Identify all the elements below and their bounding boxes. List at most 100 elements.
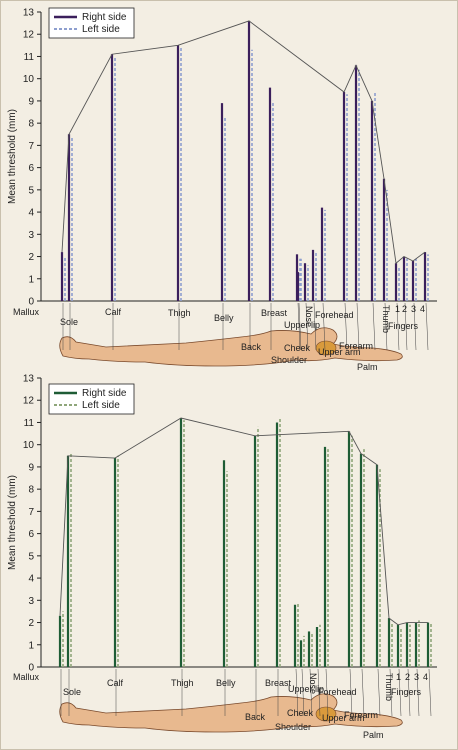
label-thigh: Thigh xyxy=(168,308,191,318)
label-breast: Breast xyxy=(261,308,288,318)
label-mallux: Mallux xyxy=(13,307,40,317)
leader-line xyxy=(344,302,348,351)
leader-line xyxy=(407,668,411,717)
label-cheek: Cheek xyxy=(284,343,311,353)
label-fingers: Fingers xyxy=(388,321,419,331)
leader-line xyxy=(301,668,305,717)
y-tick-label: 0 xyxy=(28,297,34,308)
label-cheek: Cheek xyxy=(287,708,314,718)
envelope-line xyxy=(59,417,428,626)
label-f4: 4 xyxy=(423,672,428,682)
y-tick-label: 3 xyxy=(28,230,34,241)
leader-line xyxy=(305,302,309,351)
label-forearm: Forearm xyxy=(344,710,378,720)
y-tick-label: 11 xyxy=(24,418,35,429)
leader-line xyxy=(425,302,429,351)
reclining-body-illustration xyxy=(59,693,403,733)
leader-line xyxy=(428,668,432,717)
leader-line xyxy=(372,302,376,351)
label-f3: 3 xyxy=(411,304,416,314)
leader-line xyxy=(384,302,388,351)
label-f1: 1 xyxy=(396,672,401,682)
label-sole: Sole xyxy=(63,687,81,697)
leader-line xyxy=(377,668,381,717)
label-belly: Belly xyxy=(214,313,234,323)
y-tick-label: 5 xyxy=(28,185,34,196)
y-tick-label: 3 xyxy=(28,596,34,607)
label-calf: Calf xyxy=(105,307,122,317)
leader-line xyxy=(317,668,321,717)
y-tick-label: 4 xyxy=(28,574,34,585)
label-upper_lip: Upper lip xyxy=(284,320,320,330)
leader-line xyxy=(313,302,317,351)
y-tick-label: 10 xyxy=(23,440,35,451)
y-axis-label: Mean threshold (mm) xyxy=(7,109,18,204)
label-mallux: Mallux xyxy=(13,672,40,682)
label-forearm: Forearm xyxy=(339,341,373,351)
legend-box xyxy=(48,7,135,39)
leader-line xyxy=(298,302,302,351)
label-f2: 2 xyxy=(402,304,407,314)
label-calf: Calf xyxy=(107,678,124,688)
legend-left-label: Left side xyxy=(82,24,120,35)
label-f4: 4 xyxy=(420,304,425,314)
label-upper_arm: Upper arm xyxy=(318,347,361,357)
y-tick-label: 13 xyxy=(23,8,35,19)
y-tick-label: 8 xyxy=(28,485,34,496)
label-sole: Sole xyxy=(60,317,78,327)
leader-line xyxy=(309,668,313,717)
label-nose: Nose xyxy=(308,673,318,694)
y-axis-label: Mean threshold (mm) xyxy=(7,475,18,570)
leader-line xyxy=(404,302,408,351)
leader-line xyxy=(416,668,420,717)
leader-line xyxy=(325,668,329,717)
label-back: Back xyxy=(245,712,266,722)
leader-line xyxy=(322,302,326,351)
reclining-body-illustration xyxy=(59,327,403,367)
leader-line xyxy=(396,302,400,351)
y-tick-label: 2 xyxy=(28,252,34,263)
y-tick-label: 1 xyxy=(28,274,34,285)
label-shoulder: Shoulder xyxy=(275,722,311,732)
leader-line xyxy=(295,668,299,717)
leader-line xyxy=(398,668,402,717)
label-f3: 3 xyxy=(414,672,419,682)
label-f2: 2 xyxy=(405,672,410,682)
label-nose: Nose xyxy=(304,306,314,327)
y-tick-label: 12 xyxy=(23,30,35,41)
leader-line xyxy=(413,302,417,351)
label-thigh: Thigh xyxy=(171,678,194,688)
leader-line xyxy=(356,302,360,351)
hair-illustration xyxy=(315,706,337,722)
label-back: Back xyxy=(241,342,262,352)
y-tick-label: 10 xyxy=(23,74,35,85)
label-forehead: Forehead xyxy=(315,310,354,320)
y-tick-label: 8 xyxy=(28,119,34,130)
y-tick-label: 9 xyxy=(28,96,34,107)
y-tick-label: 2 xyxy=(28,618,34,629)
leader-line xyxy=(389,668,393,717)
y-tick-label: 11 xyxy=(24,52,35,63)
y-tick-label: 1 xyxy=(28,640,34,651)
envelope-line xyxy=(61,20,426,265)
label-fingers: Fingers xyxy=(391,687,422,697)
legend-right-label: Right side xyxy=(82,388,127,399)
y-tick-label: 7 xyxy=(28,507,34,518)
y-tick-label: 6 xyxy=(28,529,34,540)
label-upper_lip: Upper lip xyxy=(288,684,324,694)
label-shoulder: Shoulder xyxy=(271,355,307,365)
legend-right-label: Right side xyxy=(82,12,127,23)
label-palm: Palm xyxy=(363,730,384,740)
label-belly: Belly xyxy=(216,678,236,688)
leader-line xyxy=(361,668,365,717)
label-thumb: Thumb xyxy=(381,305,391,333)
y-tick-label: 9 xyxy=(28,462,34,473)
leader-line xyxy=(297,302,301,351)
leader-line xyxy=(349,668,353,717)
